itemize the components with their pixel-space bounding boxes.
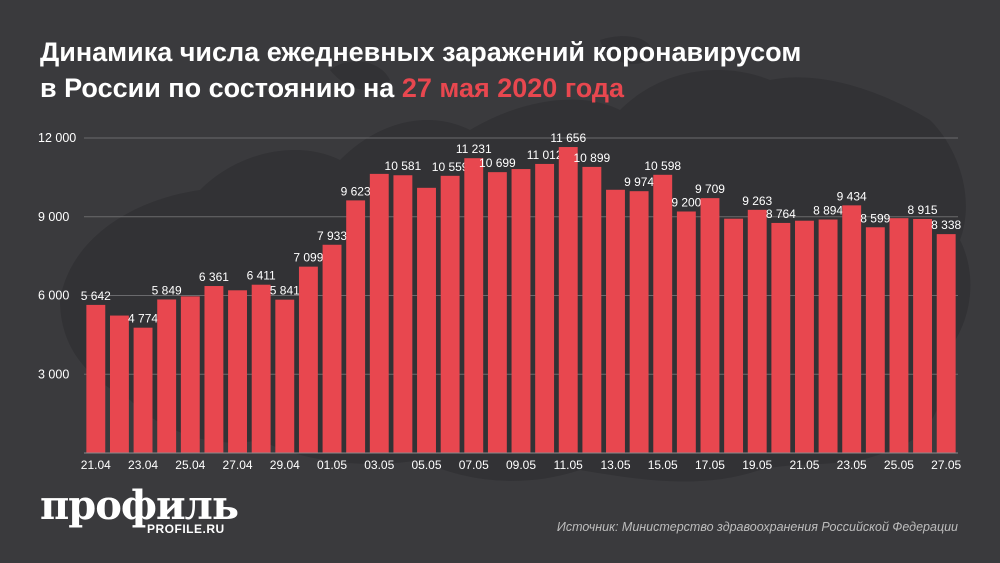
chart-title: Динамика числа ежедневных заражений коро… [40,34,980,106]
bar [228,290,247,453]
bar [795,220,814,453]
bar-value-label: 6 411 [247,269,276,283]
x-tick-label: 15.05 [648,458,678,472]
x-tick-label: 23.05 [837,458,867,472]
bar-value-label: 5 642 [81,289,111,303]
bar-value-label: 9 200 [671,196,701,210]
bar [936,234,956,453]
bar-value-label: 7 933 [317,229,347,243]
bar [724,218,744,453]
bar [558,147,578,453]
bar [511,169,531,453]
x-tick-label: 27.04 [223,458,253,472]
bar [629,191,649,453]
bar-value-label: 11 656 [550,131,586,145]
bar [251,284,271,453]
x-tick-label: 03.05 [364,458,394,472]
bar [393,175,413,453]
bar-value-label: 10 899 [574,151,611,165]
bar [346,200,366,453]
x-tick-label: 23.04 [128,458,158,472]
bar-value-label: 5 849 [152,283,182,297]
bar [842,205,862,453]
bar [889,218,909,453]
bar [369,173,389,454]
y-tick-label: 12 000 [38,131,76,145]
bar [487,172,507,453]
bar [464,158,484,453]
x-tick-label: 29.04 [270,458,300,472]
bar-value-label: 5 841 [270,284,300,298]
bar-value-label: 8 599 [860,211,890,225]
bar [417,187,436,453]
x-tick-label: 09.05 [506,458,536,472]
profil-logo: профиль [40,482,239,529]
x-tick-label: 25.05 [884,458,914,472]
x-tick-label: 05.05 [411,458,441,472]
title-date: 27 мая 2020 года [401,73,624,103]
bar [913,218,933,453]
x-tick-label: 01.05 [317,458,347,472]
bar [747,209,767,453]
x-tick-label: 21.04 [81,458,111,472]
bar [653,174,673,454]
x-tick-label: 11.05 [554,458,583,472]
bar-value-label: 11 231 [456,142,492,156]
title-line-2-text: в России по состоянию на [40,73,402,103]
bar [818,219,838,453]
title-line-2: в России по состоянию на 27 мая 2020 год… [40,70,980,106]
x-tick-label: 19.05 [742,458,772,472]
x-tick-label: 13.05 [600,458,630,472]
bar [157,299,177,453]
profil-logo-url: PROFILE.RU [147,522,225,536]
x-tick-label: 27.05 [931,458,961,472]
bar [535,163,555,453]
bar-value-label: 10 699 [479,156,516,170]
bar [109,315,129,453]
bar [865,227,885,453]
y-tick-label: 3 000 [38,367,69,381]
bar-value-label: 9 263 [742,194,772,208]
bar [86,304,106,453]
x-tick-label: 17.05 [695,458,725,472]
bar [298,266,318,453]
bar [204,286,224,453]
bar-value-label: 4 774 [128,312,158,326]
source-note: Источник: Министерство здравоохранения Р… [556,520,958,534]
y-tick-label: 9 000 [38,210,69,224]
bar [606,189,625,453]
bar-value-label: 9 434 [837,189,867,203]
bar [275,299,295,453]
x-tick-label: 25.04 [175,458,205,472]
bar [133,327,153,453]
bar [322,244,342,453]
y-tick-label: 6 000 [38,289,69,303]
bar-value-label: 9 974 [624,175,654,189]
bar-value-label: 11 012 [527,148,563,162]
bar-value-label: 10 581 [385,159,422,173]
bar-value-label: 7 099 [293,251,323,265]
title-line-1: Динамика числа ежедневных заражений коро… [40,37,802,67]
bar-value-label: 9 709 [695,182,725,196]
bar-value-label: 8 894 [813,204,843,218]
bar [700,198,720,453]
bar [180,296,200,453]
bar [582,166,602,453]
bar-value-label: 8 764 [766,207,796,221]
bar-value-label: 8 338 [931,218,961,232]
bar [440,175,460,454]
bar-value-label: 10 559 [432,160,469,174]
x-tick-label: 21.05 [789,458,819,472]
bar [771,222,791,453]
bar-value-label: 10 598 [644,159,681,173]
bar-value-label: 6 361 [199,270,229,284]
bar [676,211,696,453]
bar-value-label: 9 623 [341,184,371,198]
x-tick-label: 07.05 [459,458,489,472]
bar-value-label: 8 915 [908,203,938,217]
